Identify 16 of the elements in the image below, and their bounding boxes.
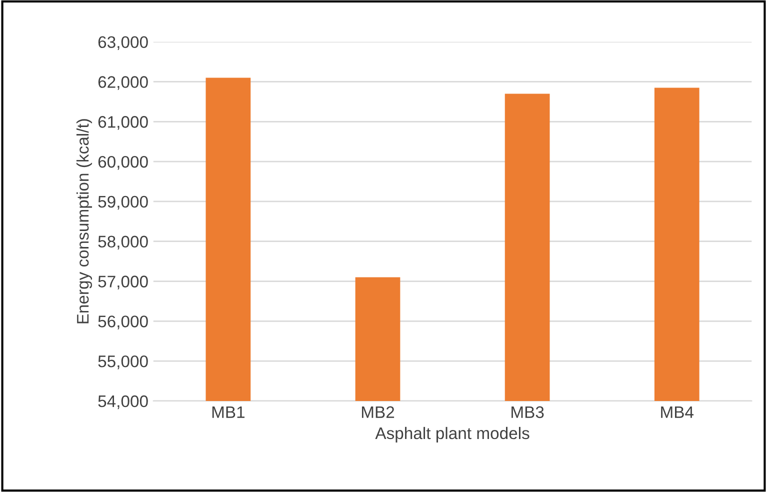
y-tick-label: 55,000 <box>98 355 148 370</box>
x-tick-label: MB4 <box>661 406 694 418</box>
y-tick-label: 57,000 <box>98 276 148 290</box>
y-axis-title: Energy consumption (kcal/t) <box>76 119 92 324</box>
y-tick-label: 54,000 <box>98 395 148 410</box>
x-tick-label: MB2 <box>362 406 394 418</box>
x-tick-label: MB1 <box>212 406 245 418</box>
y-tick-label: 61,000 <box>98 116 148 130</box>
y-tick-label: 56,000 <box>98 316 148 330</box>
x-tick-label: MB3 <box>512 406 544 418</box>
x-axis-title: Asphalt plant models <box>375 426 530 442</box>
y-tick-label: 60,000 <box>98 156 148 170</box>
y-tick-label: 59,000 <box>98 196 148 210</box>
y-tick-label: 62,000 <box>98 76 148 90</box>
y-tick-label: 63,000 <box>98 36 148 50</box>
y-tick-label: 58,000 <box>98 236 148 250</box>
